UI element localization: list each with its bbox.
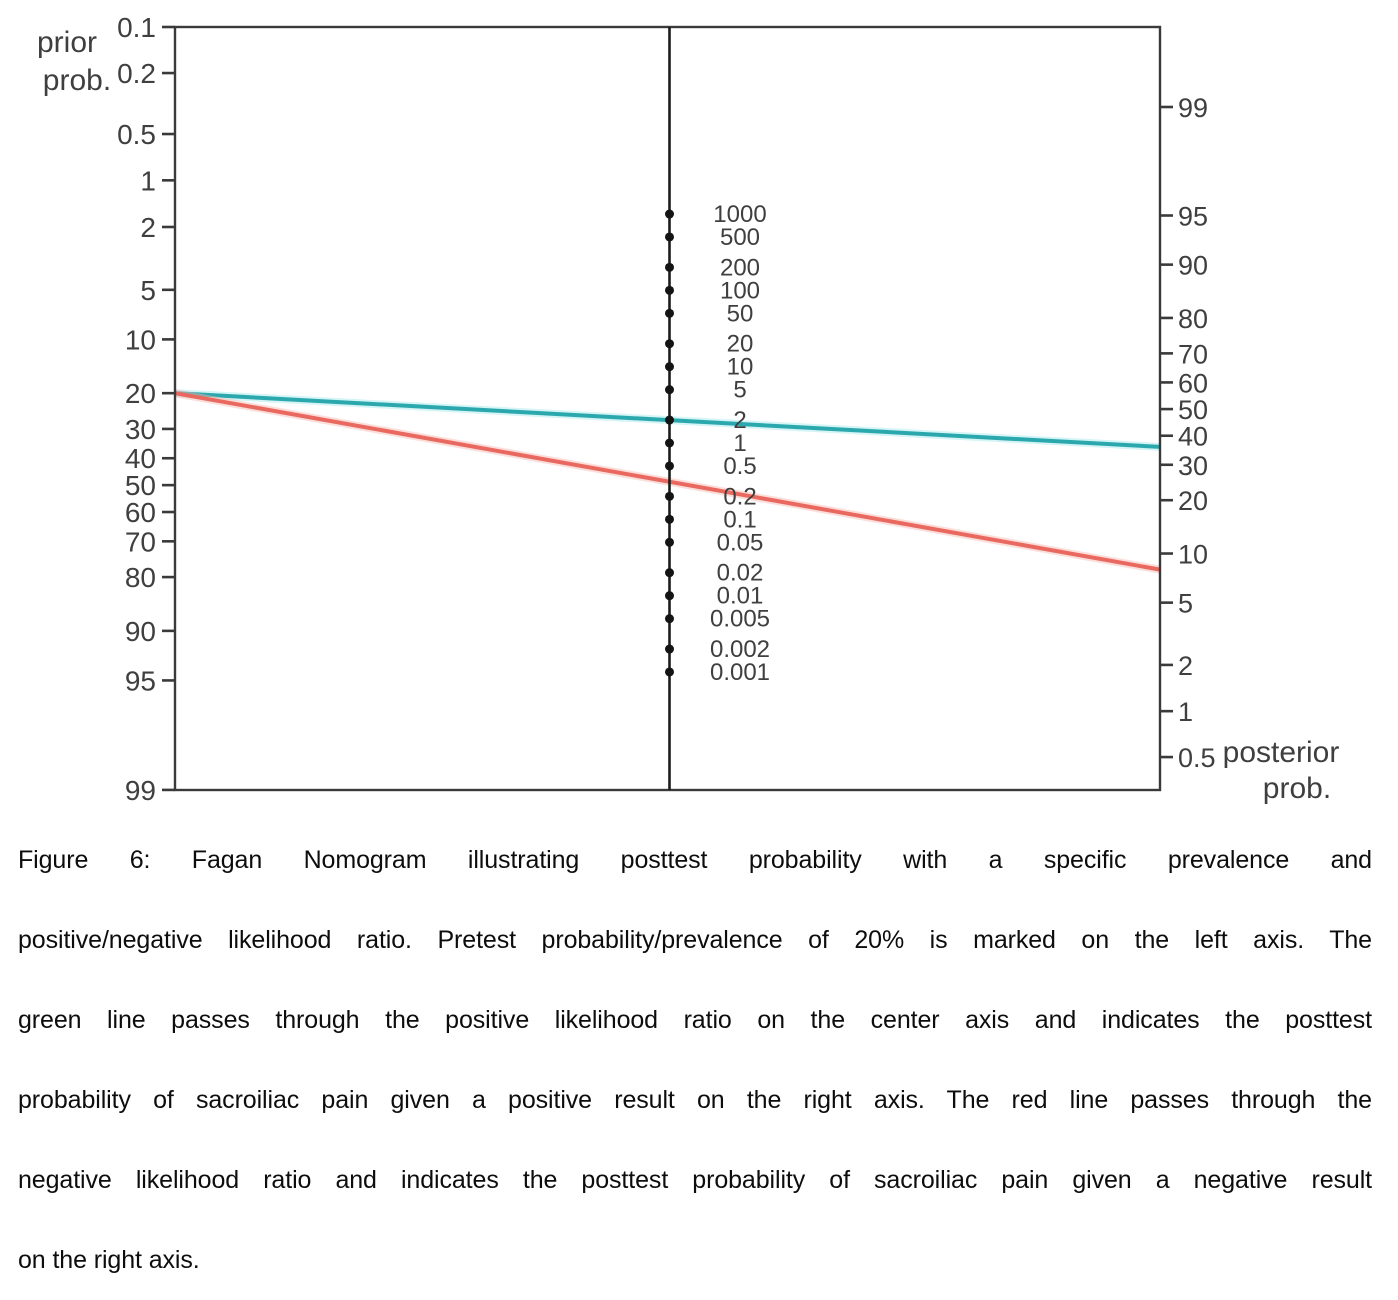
right-axis-tick-label: 30	[1178, 451, 1208, 481]
center-axis-tick-label: 0.001	[710, 659, 770, 686]
left-axis-tick-label: 40	[125, 443, 156, 474]
right-axis-tick-label: 95	[1178, 202, 1208, 232]
caption-line-2: positive/negative likelihood ratio. Pret…	[18, 926, 1372, 954]
caption-line-5: negative likelihood ratio and indicates …	[18, 1166, 1372, 1194]
right-axis-tick-label: 40	[1178, 422, 1208, 452]
center-axis-dot	[665, 614, 674, 624]
left-axis-tick-label: 20	[125, 378, 156, 409]
right-axis-tick-label: 70	[1178, 339, 1208, 369]
left-axis-tick-label: 99	[125, 775, 156, 806]
center-axis-dot	[665, 667, 674, 677]
center-axis-dot	[665, 285, 674, 295]
center-axis-dot	[665, 491, 674, 501]
center-axis-tick-label: 0.02	[717, 560, 764, 587]
right-axis-title: posterior	[1223, 736, 1340, 769]
center-axis-tick-label: 200	[720, 254, 760, 281]
left-axis-tick-label: 1	[140, 165, 156, 196]
center-axis-dot	[665, 209, 674, 219]
center-axis-tick-label: 100	[720, 277, 760, 304]
right-axis-tick-label: 60	[1178, 368, 1208, 398]
center-axis-dot	[665, 568, 674, 578]
center-axis-dot	[665, 591, 674, 601]
center-axis-tick-label: 2	[733, 407, 746, 434]
center-axis-dot	[665, 339, 674, 349]
right-axis-tick-label: 10	[1178, 540, 1208, 570]
right-axis-tick-label: 20	[1178, 486, 1208, 516]
left-axis-title: prob.	[43, 64, 111, 97]
center-axis-tick-label: 0.01	[717, 583, 764, 610]
caption-line-6: on the right axis.	[18, 1246, 200, 1274]
right-axis-tick-label: 99	[1178, 93, 1208, 123]
left-axis-tick-label: 50	[125, 470, 156, 501]
center-axis-dot	[665, 461, 674, 471]
center-axis-dot	[665, 644, 674, 654]
left-axis-title: prior	[37, 26, 97, 59]
figure-caption: Figure 6: Fagan Nomogram illustrating po…	[18, 820, 1372, 1300]
negative-likelihood-line	[174, 391, 1161, 572]
center-axis-tick-label: 10	[727, 354, 754, 381]
left-axis-tick-label: 60	[125, 497, 156, 528]
left-axis-tick-label: 2	[140, 212, 156, 243]
caption-line-3: green line passes through the positive l…	[18, 1006, 1372, 1034]
left-axis-tick-label: 30	[125, 414, 156, 445]
right-axis-tick-label: 1	[1178, 697, 1193, 727]
center-axis-tick-label: 1	[733, 430, 746, 457]
center-axis-dot	[665, 232, 674, 242]
left-axis-tick-label: 70	[125, 526, 156, 557]
center-axis-tick-label: 20	[727, 331, 754, 358]
left-axis-tick-label: 0.1	[117, 12, 156, 43]
right-axis-tick-label: 5	[1178, 589, 1193, 619]
right-axis-tick-label: 50	[1178, 395, 1208, 425]
fagan-nomogram-chart: 0.10.20.51251020304050607080909599priorp…	[37, 12, 1340, 806]
center-axis-tick-label: 0.5	[723, 453, 756, 480]
center-axis-dot	[665, 362, 674, 372]
right-axis-tick-label: 90	[1178, 251, 1208, 281]
center-axis-dot	[665, 262, 674, 272]
center-axis-tick-label: 0.1	[723, 506, 756, 533]
right-axis-tick-label: 2	[1178, 651, 1193, 681]
caption-line-4: probability of sacroiliac pain given a p…	[18, 1086, 1372, 1114]
right-axis-title: prob.	[1263, 772, 1331, 805]
center-axis-dot	[665, 514, 674, 524]
left-axis-tick-label: 0.2	[117, 58, 156, 89]
center-axis-tick-label: 0.002	[710, 636, 770, 663]
left-axis-tick-label: 95	[125, 665, 156, 696]
left-axis-tick-label: 10	[125, 324, 156, 355]
right-axis-tick-label: 0.5	[1178, 743, 1216, 773]
left-axis-tick-label: 90	[125, 616, 156, 647]
center-axis-tick-label: 0.05	[717, 529, 764, 556]
center-axis-tick-label: 50	[727, 300, 754, 327]
center-axis-dot	[665, 415, 674, 425]
left-axis-tick-label: 80	[125, 562, 156, 593]
center-axis-dot	[665, 438, 674, 448]
left-axis-tick-label: 5	[140, 275, 156, 306]
center-axis-tick-label: 0.2	[723, 483, 756, 510]
right-axis-tick-label: 80	[1178, 304, 1208, 334]
center-axis-tick-label: 500	[720, 224, 760, 251]
center-axis-tick-label: 5	[733, 377, 746, 404]
caption-line-1: Figure 6: Fagan Nomogram illustrating po…	[18, 846, 1372, 874]
center-axis-tick-label: 0.005	[710, 606, 770, 633]
center-axis-dot	[665, 385, 674, 395]
center-axis-tick-label: 1000	[713, 201, 766, 228]
left-axis-tick-label: 0.5	[117, 119, 156, 150]
center-axis-dot	[665, 308, 674, 318]
center-axis-dot	[665, 537, 674, 547]
